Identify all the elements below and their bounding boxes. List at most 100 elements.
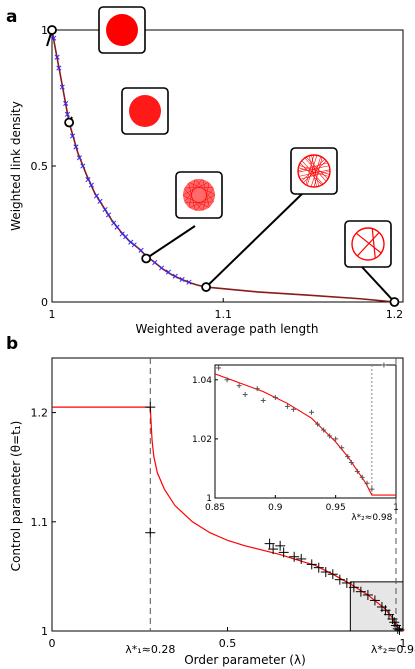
network-thumbnail-medium: [183, 179, 215, 211]
y-tick-label: 1: [41, 625, 48, 638]
network-edge: [304, 157, 327, 182]
panel-a-x-marker: [105, 212, 112, 218]
panel-a-x-marker: [165, 269, 171, 275]
panel-a-x-marker: [63, 100, 69, 106]
panel-label-a: a: [6, 7, 17, 27]
panel-a-x-marker: [179, 276, 185, 282]
panel-b-inset: 0.85 0.9 0.95 1 1 1.02 1.04 λ*₂≈0.98: [192, 362, 399, 523]
x-tick-label: 0.5: [219, 637, 237, 650]
panel-a-x-marker: [138, 247, 144, 253]
inset-x-tick-label: 0.9: [268, 503, 283, 513]
panel-a-x-marker: [51, 35, 57, 41]
network-edge: [298, 165, 330, 175]
panel-a-x-marker: [59, 84, 65, 90]
panel-a-chart: 1 1.1 1.2 00.51 Weighted average path leng…: [9, 6, 404, 336]
x-tick-label: 1.1: [214, 308, 232, 321]
panel-a-curve-line: [51, 29, 395, 303]
inset-x-tick-label: 0.85: [205, 503, 225, 513]
network-edge: [297, 165, 330, 173]
highlighted-point: [141, 253, 152, 264]
panel-a-curve: [51, 29, 395, 303]
inset-frame: [214, 364, 397, 499]
network-thumbnail-full: [106, 14, 138, 46]
network-edge: [184, 179, 203, 202]
network-edge: [306, 155, 318, 186]
inset-x-tick-label: 0.95: [326, 503, 346, 513]
network-edge: [184, 188, 203, 211]
panel-b-x-ticks: 0 0.5 1: [49, 627, 407, 650]
panel-a-x-marker: [131, 242, 137, 248]
panel-b-y-label: Control parameter (θ=t₁): [9, 421, 23, 572]
panel-label-b: b: [6, 334, 18, 354]
panel-a-x-marker: [111, 220, 117, 226]
inset-y-tick-label: 1.04: [192, 376, 212, 386]
network-edge: [298, 169, 331, 177]
network-edge: [195, 179, 214, 202]
callout-leader: [145, 225, 196, 260]
panel-a-x-marker: [102, 206, 108, 213]
panel-a-x-ticks: 1 1.1 1.2: [49, 298, 404, 321]
panel-a-x-marker: [119, 231, 125, 237]
inset-y-tick-label: 1.02: [192, 435, 212, 445]
network-edge: [202, 179, 210, 208]
panel-a-callouts: [46, 6, 400, 307]
network-edge: [195, 188, 214, 211]
network-edge: [189, 194, 216, 209]
panel-b-y-ticks: 1 1.1 1.2: [31, 407, 56, 638]
network-edge: [188, 182, 196, 211]
panel-a-x-marker: [172, 273, 178, 279]
panel-b-x-label: Order parameter (λ): [184, 653, 306, 667]
highlighted-point: [201, 282, 211, 292]
panel-a-x-marker: [73, 144, 79, 150]
panel-a-x-marker: [93, 193, 100, 199]
panel-b-curve-line: [52, 406, 404, 632]
panel-a-x-marker: [159, 265, 165, 271]
inset-x-tick-label: 1: [393, 503, 399, 513]
network-edge: [313, 157, 323, 188]
panel-b-markers: [145, 402, 405, 635]
panel-a-y-ticks: 00.51: [31, 24, 56, 309]
network-edge: [184, 201, 214, 203]
panel-a-x-marker: [80, 163, 86, 169]
highlighted-point: [64, 117, 75, 128]
inset-y-tick-label: 1: [206, 494, 212, 504]
panel-a-x-marker: [88, 182, 94, 188]
network-edge: [371, 228, 376, 259]
network-edge: [189, 182, 216, 195]
panel-a-markers: [51, 35, 192, 285]
network-edge: [302, 160, 327, 183]
network-edge: [182, 195, 210, 208]
callout-leader: [205, 191, 305, 288]
panel-a-x-marker: [54, 54, 60, 60]
highlighted-point: [47, 25, 57, 35]
panel-a-x-marker: [152, 260, 158, 266]
highlighted-point: [389, 297, 400, 307]
panel-a-y-label: Weighted link density: [9, 101, 23, 231]
panel-a-x-label: Weighted average path length: [136, 322, 319, 336]
y-tick-label: 0: [41, 296, 48, 309]
panel-a-x-marker: [56, 65, 62, 71]
critical-line-label: λ*₁≈0.28: [125, 643, 175, 656]
x-tick-label: 1: [400, 637, 407, 650]
y-tick-label: 1: [41, 24, 48, 37]
x-tick-label: 1.2: [386, 308, 404, 321]
inset-critical-label: λ*₂≈0.98: [351, 513, 392, 523]
network-edge: [188, 179, 196, 208]
panel-a-x-marker: [97, 198, 103, 204]
x-tick-label: 1: [49, 308, 56, 321]
y-tick-label: 1.2: [31, 407, 49, 420]
critical-line-label: λ*₂≈0.98: [371, 643, 415, 656]
callout-leader: [361, 266, 396, 303]
panel-a-x-marker: [128, 239, 134, 245]
panel-a-x-marker: [64, 111, 70, 117]
network-edge: [202, 182, 210, 211]
network-edge: [356, 232, 380, 257]
y-tick-label: 0.5: [31, 160, 49, 173]
panel-a-x-marker: [186, 279, 192, 285]
panel-a-x-marker: [123, 234, 129, 240]
panel-a-x-marker: [114, 224, 120, 230]
network-edge: [182, 181, 209, 196]
panel-a-x-marker: [76, 155, 82, 161]
network-edge: [301, 160, 324, 185]
network-thumbnail-dense: [129, 95, 161, 127]
